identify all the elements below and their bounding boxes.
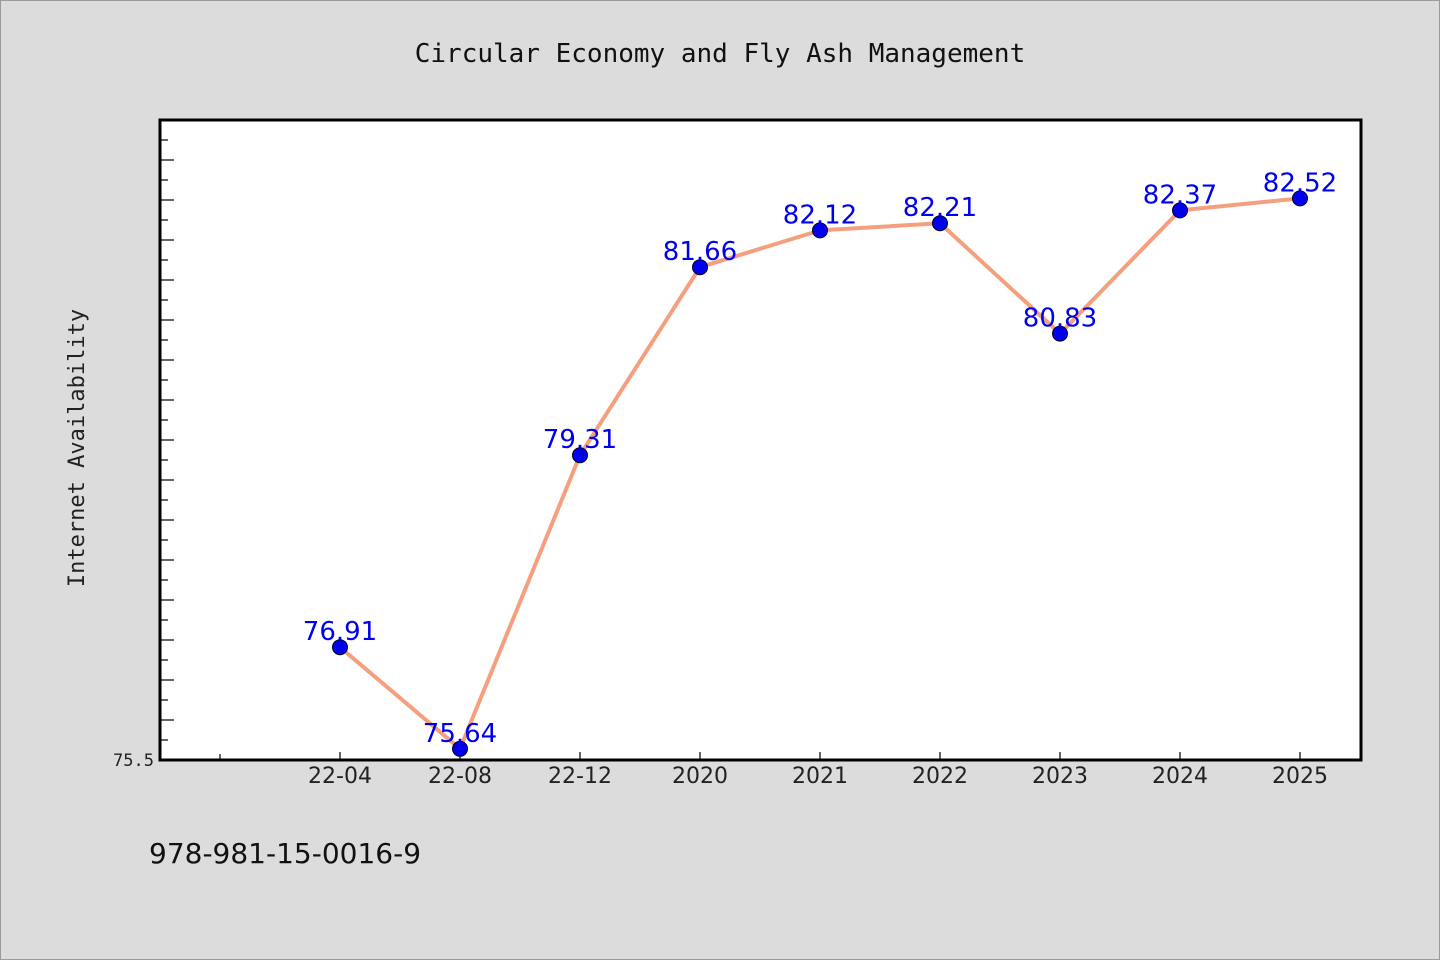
x-tick-label: 2024 bbox=[1152, 764, 1208, 789]
x-tick-label: 2022 bbox=[912, 764, 968, 789]
data-point bbox=[692, 259, 708, 276]
data-point bbox=[332, 639, 348, 656]
data-label: 80.83 bbox=[1023, 304, 1097, 334]
series-group: 76.91 75.64 79.31 81.66 82.12 82.21 80.83 82.37… bbox=[303, 168, 1337, 757]
plot-area bbox=[160, 120, 1361, 760]
x-tick-label: 22-12 bbox=[548, 764, 612, 789]
data-label: 79.31 bbox=[543, 425, 617, 455]
data-point bbox=[812, 222, 828, 239]
x-tick-label: 22-08 bbox=[428, 764, 492, 789]
x-axis-ticks: 22-04 22-08 22-12 2020 2021 2022 2023 2024 2025 bbox=[219, 752, 1328, 789]
data-point bbox=[1052, 325, 1068, 342]
data-label: 81.66 bbox=[663, 237, 737, 267]
data-point bbox=[932, 215, 948, 232]
y-axis-label: Internet Availability bbox=[65, 309, 90, 587]
data-label: 82.37 bbox=[1143, 180, 1217, 210]
data-point bbox=[572, 447, 588, 464]
data-label: 82.52 bbox=[1263, 168, 1337, 198]
x-tick-label: 2020 bbox=[672, 764, 728, 789]
x-tick-label: 2023 bbox=[1032, 764, 1088, 789]
data-label: 76.91 bbox=[303, 617, 377, 647]
plot-border bbox=[158, 118, 1363, 762]
x-tick-label: 2021 bbox=[792, 764, 848, 789]
data-label: 82.12 bbox=[783, 200, 857, 230]
data-point bbox=[1172, 202, 1188, 219]
y-tick-label: 75.5 bbox=[113, 751, 154, 771]
data-point bbox=[452, 740, 468, 757]
footer-isbn: 978-981-15-0016-9 bbox=[149, 837, 421, 870]
data-label: 75.64 bbox=[423, 719, 497, 749]
x-tick-label: 22-04 bbox=[308, 764, 372, 789]
data-point bbox=[1292, 190, 1308, 207]
chart-title: Circular Economy and Fly Ash Management bbox=[415, 39, 1025, 69]
data-label: 82.21 bbox=[903, 193, 977, 223]
x-tick-label: 2025 bbox=[1272, 764, 1328, 789]
